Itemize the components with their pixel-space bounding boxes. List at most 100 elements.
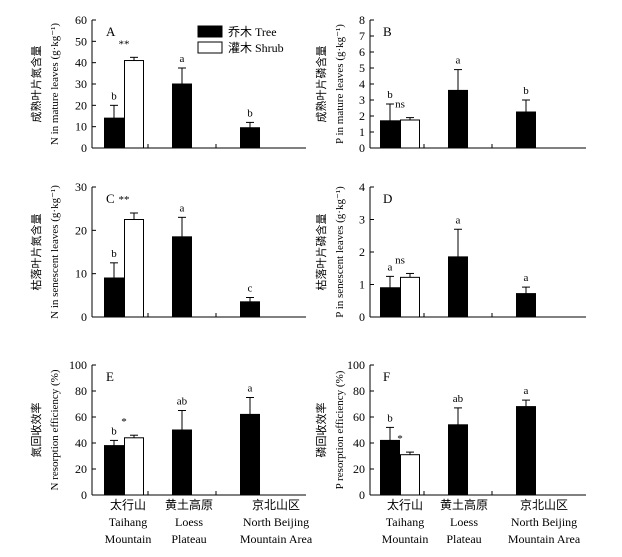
y-axis-label-cn: 成熟叶片磷含量 (314, 46, 328, 123)
x-category-cn: 黄土高原 (165, 497, 213, 512)
bar-tree (516, 111, 536, 149)
x-category-en: Taihang (109, 515, 147, 529)
y-tick-label: 60 (75, 13, 87, 27)
x-category-en: Mountain Area (508, 532, 581, 546)
y-tick-label: 40 (75, 56, 87, 70)
y-tick-label: 80 (353, 384, 365, 398)
panel-letter: E (106, 369, 114, 384)
legend-swatch-tree (197, 25, 223, 38)
x-category-en: Mountain (382, 532, 429, 546)
significance-letter: b (111, 248, 117, 260)
significance-letter: a (180, 53, 185, 65)
significance-letter: b (111, 90, 117, 102)
x-category-labels-right: 太行山 Taihang Mountain 黄土高原 Loess Plateau … (382, 497, 581, 546)
y-axis-label-en: N in senescent leaves (g·kg⁻¹) (49, 185, 61, 319)
bar-tree (172, 429, 192, 496)
significance-mark: * (397, 433, 403, 445)
y-axis-label-en: N resorption efficiency (%) (49, 369, 61, 490)
bar-tree (104, 445, 124, 496)
legend-swatch-shrub (197, 41, 223, 54)
y-tick-label: 0 (359, 141, 365, 155)
y-tick-label: 10 (75, 267, 87, 281)
y-tick-label: 40 (75, 436, 87, 450)
x-category-en: Taihang (386, 515, 424, 529)
x-category-cn: 京北山区 (520, 498, 568, 512)
significance-letter: b (111, 425, 117, 437)
x-category-en: Loess (175, 515, 203, 529)
y-tick-label: 0 (81, 141, 87, 155)
bar-tree (240, 127, 260, 149)
panel-letter: A (106, 24, 116, 39)
y-tick-label: 60 (75, 410, 87, 424)
significance-letter: b (523, 85, 529, 97)
significance-letter: a (456, 214, 461, 226)
chart-panel-f: 0 20 40 60 80 100 F 磷回收效率 P resorption efficienc… (314, 358, 586, 502)
y-axis-label-cn: 枯落叶片磷含量 (314, 214, 328, 291)
bar-tree (516, 293, 536, 318)
y-tick-label: 0 (81, 488, 87, 502)
bar-tree (380, 439, 400, 496)
bar-tree (240, 413, 260, 496)
bar-shrub (400, 119, 420, 149)
significance-letter: a (456, 55, 461, 67)
bar-tree (172, 236, 192, 318)
y-axis-label-en: N in mature leaves (g·kg⁻¹) (49, 23, 61, 145)
chart-panel-d: 0 1 2 3 4 D 枯落叶片磷含量 P in senescent leaves (g·kg… (314, 180, 586, 324)
bar-tree (240, 301, 260, 318)
legend-label-tree: 乔木 Tree (228, 25, 277, 39)
panel-letter: C (106, 191, 115, 206)
y-tick-label: 1 (359, 278, 365, 292)
y-tick-label: 4 (359, 77, 365, 91)
x-category-en: Mountain Area (240, 532, 313, 546)
panel-letter: B (383, 24, 392, 39)
y-tick-label: 60 (353, 410, 365, 424)
significance-mark: * (121, 416, 127, 428)
x-category-cn: 京北山区 (252, 498, 300, 512)
bar-shrub (400, 454, 420, 496)
y-tick-label: 100 (69, 358, 87, 372)
y-axis-label-en: P in senescent leaves (g·kg⁻¹) (334, 186, 346, 318)
significance-mark: ns (395, 254, 405, 266)
y-axis-label-cn: 成熟叶片氮含量 (29, 46, 43, 123)
y-tick-label: 80 (75, 384, 87, 398)
y-tick-label: 40 (353, 436, 365, 450)
bar-shrub (124, 437, 144, 496)
significance-letter: a (524, 272, 529, 284)
significance-mark: ** (119, 38, 130, 50)
bar-tree (380, 287, 400, 318)
y-axis-label-cn: 枯落叶片氮含量 (29, 214, 43, 291)
y-tick-label: 1 (359, 125, 365, 139)
y-tick-label: 30 (75, 77, 87, 91)
significance-letter: b (247, 107, 253, 119)
y-tick-label: 3 (359, 93, 365, 107)
y-tick-label: 3 (359, 213, 365, 227)
y-tick-label: 5 (359, 61, 365, 75)
y-axis-label-cn: 磷回收效率 (314, 403, 328, 458)
y-axis-label-en: P resorption efficiency (%) (334, 370, 346, 489)
significance-mark: ** (119, 194, 130, 206)
bar-tree (104, 277, 124, 318)
x-category-en: North Beijing (243, 515, 309, 529)
bar-shrub (124, 219, 144, 318)
significance-letter: ab (453, 393, 464, 405)
x-category-en: Plateau (446, 532, 481, 546)
y-tick-label: 0 (359, 488, 365, 502)
significance-letter: a (180, 202, 185, 214)
y-tick-label: 10 (75, 120, 87, 134)
y-tick-label: 20 (75, 98, 87, 112)
y-tick-label: 4 (359, 180, 365, 194)
x-category-en: Mountain (105, 532, 152, 546)
y-tick-label: 6 (359, 45, 365, 59)
panel-letter: F (383, 369, 390, 384)
bar-tree (448, 424, 468, 496)
significance-letter: b (387, 412, 393, 424)
chart-panel-c: 0 10 20 30 C 枯落叶片氮含量 N in senescent leaves (g·… (29, 180, 306, 324)
significance-letter: a (248, 383, 253, 395)
y-tick-label: 20 (353, 462, 365, 476)
bar-tree (172, 83, 192, 149)
y-tick-label: 100 (347, 358, 365, 372)
bar-shrub (400, 276, 420, 318)
y-tick-label: 0 (81, 310, 87, 324)
